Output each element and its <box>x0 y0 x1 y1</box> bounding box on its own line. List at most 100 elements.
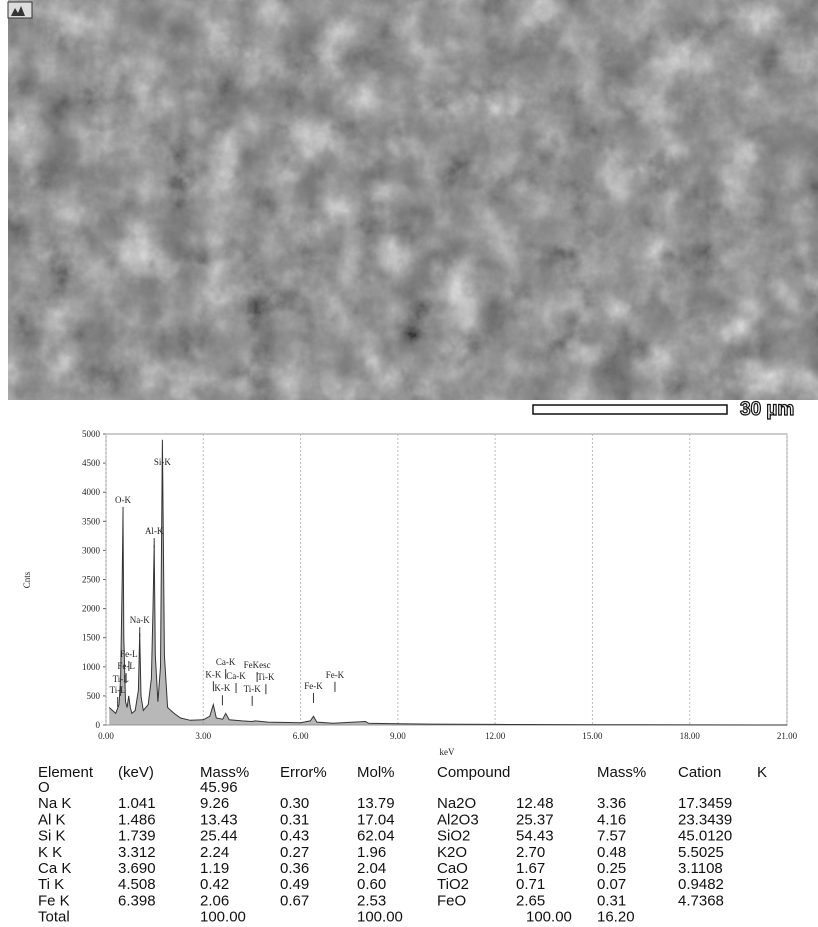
table-cell: 54.43 <box>516 828 554 845</box>
table-cell: 7.57 <box>597 828 626 845</box>
table-cell: 3.1108 <box>678 860 723 877</box>
table-cell: 0.07 <box>597 876 626 893</box>
table-cell: 0.30 <box>280 795 309 812</box>
table-cell: 9.26 <box>200 795 229 812</box>
y-tick-label: 5000 <box>82 429 101 439</box>
table-cell: 13.43 <box>200 811 238 828</box>
table-cell: Ti K <box>38 876 64 893</box>
table-cell: Si K <box>38 828 66 845</box>
table-cell: 2.65 <box>516 892 545 909</box>
table-cell: 6.398 <box>118 892 156 909</box>
table-cell: Ca K <box>38 860 71 877</box>
table-cell: 2.24 <box>200 844 229 861</box>
peak-label: K-K <box>214 683 230 693</box>
y-tick-label: 500 <box>87 691 101 701</box>
x-tick-label: 3.00 <box>195 731 211 741</box>
peak-label: Ca-K <box>216 657 236 667</box>
spectrum-area <box>109 440 787 725</box>
table-cell: 17.3459 <box>678 795 732 812</box>
table-cell: 12.48 <box>516 795 554 812</box>
peak-label: Ti-K <box>257 672 275 682</box>
peak-label: Si-K <box>154 457 172 467</box>
table-cell: 2.06 <box>200 892 229 909</box>
peak-label: Al-K <box>145 526 164 536</box>
peak-label: O-K <box>115 495 131 505</box>
y-tick-label: 1000 <box>82 662 101 672</box>
peak-label: Ti-K <box>244 684 262 694</box>
peak-label: K-K <box>205 669 221 679</box>
peak-label: Ti-L <box>110 685 126 695</box>
y-tick-label: 4000 <box>82 487 101 497</box>
x-tick-label: 18.00 <box>680 731 701 741</box>
peak-label: Ti-L <box>113 674 129 684</box>
table-cell: 4.16 <box>597 811 626 828</box>
table-header: Mol% <box>357 764 395 781</box>
table-cell: 5.5025 <box>678 844 724 861</box>
spectrum-line <box>109 440 787 725</box>
table-cell: 45.0120 <box>678 828 732 845</box>
table-cell: Na K <box>38 795 71 812</box>
table-cell: 0.27 <box>280 844 309 861</box>
table-cell: 2.53 <box>357 892 386 909</box>
table-cell: SiO2 <box>437 828 470 845</box>
table-cell: O <box>38 779 50 796</box>
x-tick-label: 12.00 <box>485 731 506 741</box>
table-cell: 0.71 <box>516 876 545 893</box>
table-header: (keV) <box>118 764 154 781</box>
scale-label: 30 µm <box>740 399 794 420</box>
table-cell: Na2O <box>437 795 476 812</box>
table-header: K <box>757 764 767 781</box>
table-cell: 16.20 <box>597 909 635 926</box>
sem-image <box>8 0 818 400</box>
y-tick-label: 3500 <box>82 516 101 526</box>
y-tick-label: 1500 <box>82 633 101 643</box>
table-cell: 13.79 <box>357 795 395 812</box>
table-cell: 100.00 <box>526 909 572 926</box>
table-cell: 2.70 <box>516 844 545 861</box>
table-cell: 0.31 <box>597 892 626 909</box>
peak-label: Na-K <box>130 615 150 625</box>
y-tick-label: 2000 <box>82 604 101 614</box>
x-axis-label: keV <box>440 747 455 757</box>
table-cell: 1.041 <box>118 795 156 812</box>
table-cell: 0.49 <box>280 876 309 893</box>
table-cell: 3.312 <box>118 844 156 861</box>
table-cell: 17.04 <box>357 811 395 828</box>
table-header: Cation <box>678 764 721 781</box>
table-cell: 1.739 <box>118 828 156 845</box>
x-tick-label: 9.00 <box>390 731 406 741</box>
peak-label: Fe-L <box>117 661 135 671</box>
table-cell: TiO2 <box>437 876 469 893</box>
table-cell: CaO <box>437 860 468 877</box>
y-axis-label: Cnts <box>22 571 32 588</box>
table-cell: 2.04 <box>357 860 386 877</box>
y-tick-label: 4500 <box>82 458 101 468</box>
table-cell: 0.36 <box>280 860 309 877</box>
table-cell: 0.43 <box>280 828 309 845</box>
table-cell: 62.04 <box>357 828 395 845</box>
table-cell: 0.67 <box>280 892 309 909</box>
table-cell: 3.36 <box>597 795 626 812</box>
table-cell: Total <box>38 909 70 926</box>
table-cell: 100.00 <box>357 909 403 926</box>
table-cell: 1.486 <box>118 811 156 828</box>
x-tick-label: 21.00 <box>777 731 798 741</box>
x-tick-label: 0.00 <box>98 731 114 741</box>
table-cell: 4.7368 <box>678 892 724 909</box>
figure: 30 µm keV Cnts 0500100015002000250030003… <box>0 0 818 927</box>
table-cell: 1.96 <box>357 844 386 861</box>
table-cell: 0.9482 <box>678 876 724 893</box>
plot-frame <box>106 434 787 725</box>
table-cell: 1.19 <box>200 860 229 877</box>
x-tick-label: 6.00 <box>293 731 309 741</box>
y-tick-label: 2500 <box>82 575 101 585</box>
table-header: Mass% <box>597 764 646 781</box>
table-cell: 23.3439 <box>678 811 732 828</box>
peak-label: Fe-K <box>326 670 345 680</box>
peak-label: FeKesc <box>244 660 271 670</box>
scale-bar <box>533 405 727 414</box>
peak-label: Ca-K <box>226 671 246 681</box>
table-cell: 0.42 <box>200 876 229 893</box>
table-cell: 4.508 <box>118 876 156 893</box>
table-cell: 100.00 <box>200 909 246 926</box>
